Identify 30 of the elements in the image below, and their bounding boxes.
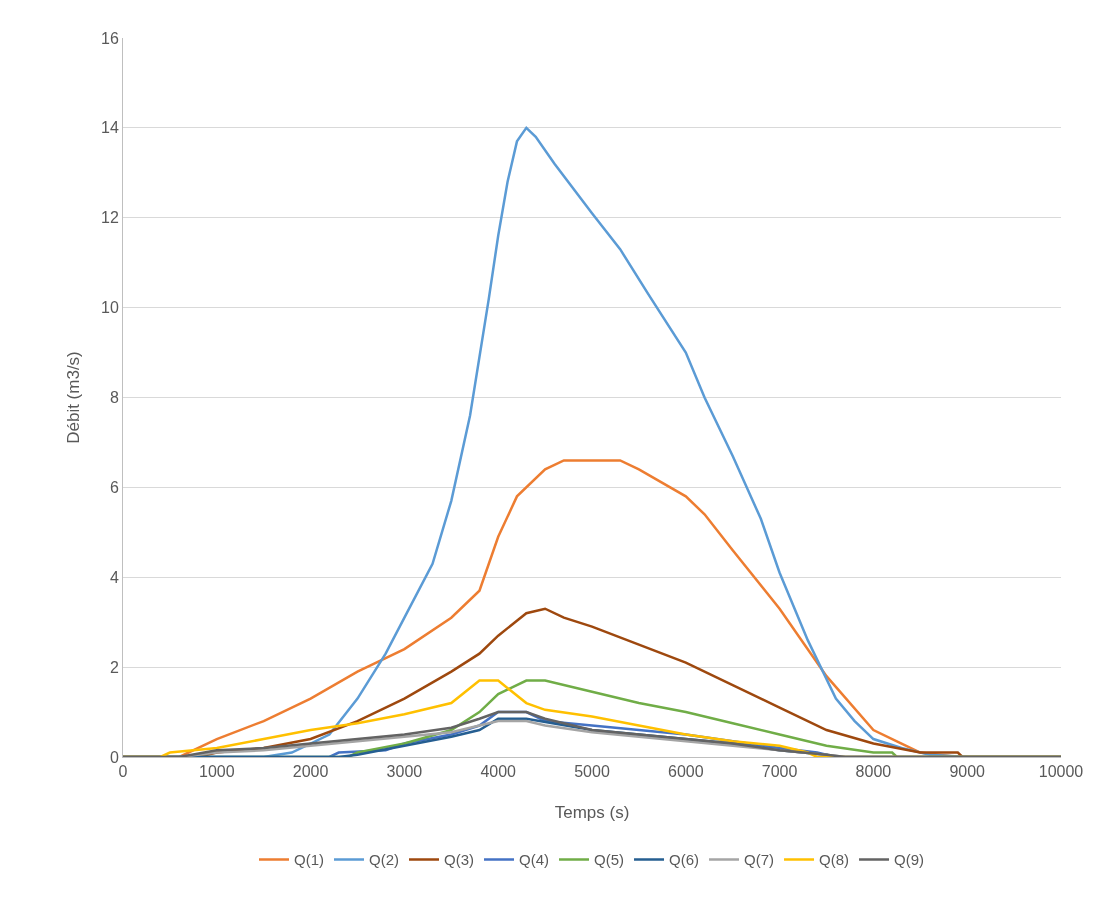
y-tick-label: 4	[109, 568, 119, 586]
legend-label: Q(4)	[519, 851, 550, 869]
legend-label: Q(2)	[369, 851, 400, 869]
y-tick-label: 12	[101, 209, 119, 227]
x-tick-label: 5000	[574, 763, 610, 781]
x-tick-label: 4000	[480, 763, 517, 781]
x-tick-label: 9000	[949, 763, 986, 781]
legend-label: Q(6)	[669, 851, 700, 869]
legend-label: Q(3)	[444, 851, 475, 869]
x-tick-label: 7000	[761, 763, 798, 781]
x-tick-label: 2000	[292, 763, 329, 781]
x-tick-label: 10000	[1038, 763, 1084, 781]
legend-label: Q(9)	[894, 851, 925, 869]
y-axis-title: Débit (m3/s)	[64, 351, 83, 444]
x-tick-label: 3000	[386, 763, 423, 781]
y-tick-label: 2	[109, 658, 119, 676]
legend-label: Q(7)	[744, 851, 775, 869]
x-tick-label: 6000	[668, 763, 704, 781]
y-tick-label: 0	[109, 748, 119, 766]
x-axis-title: Temps (s)	[554, 803, 630, 822]
y-tick-label: 8	[109, 389, 119, 407]
y-tick-label: 16	[101, 29, 119, 47]
legend-label: Q(5)	[594, 851, 625, 869]
legend-label: Q(8)	[819, 851, 850, 869]
y-tick-label: 14	[101, 119, 119, 137]
x-tick-label: 8000	[855, 763, 892, 781]
y-tick-label: 10	[101, 299, 119, 317]
y-tick-label: 6	[109, 478, 119, 496]
legend-label: Q(1)	[294, 851, 324, 869]
x-tick-label: 1000	[199, 763, 235, 781]
